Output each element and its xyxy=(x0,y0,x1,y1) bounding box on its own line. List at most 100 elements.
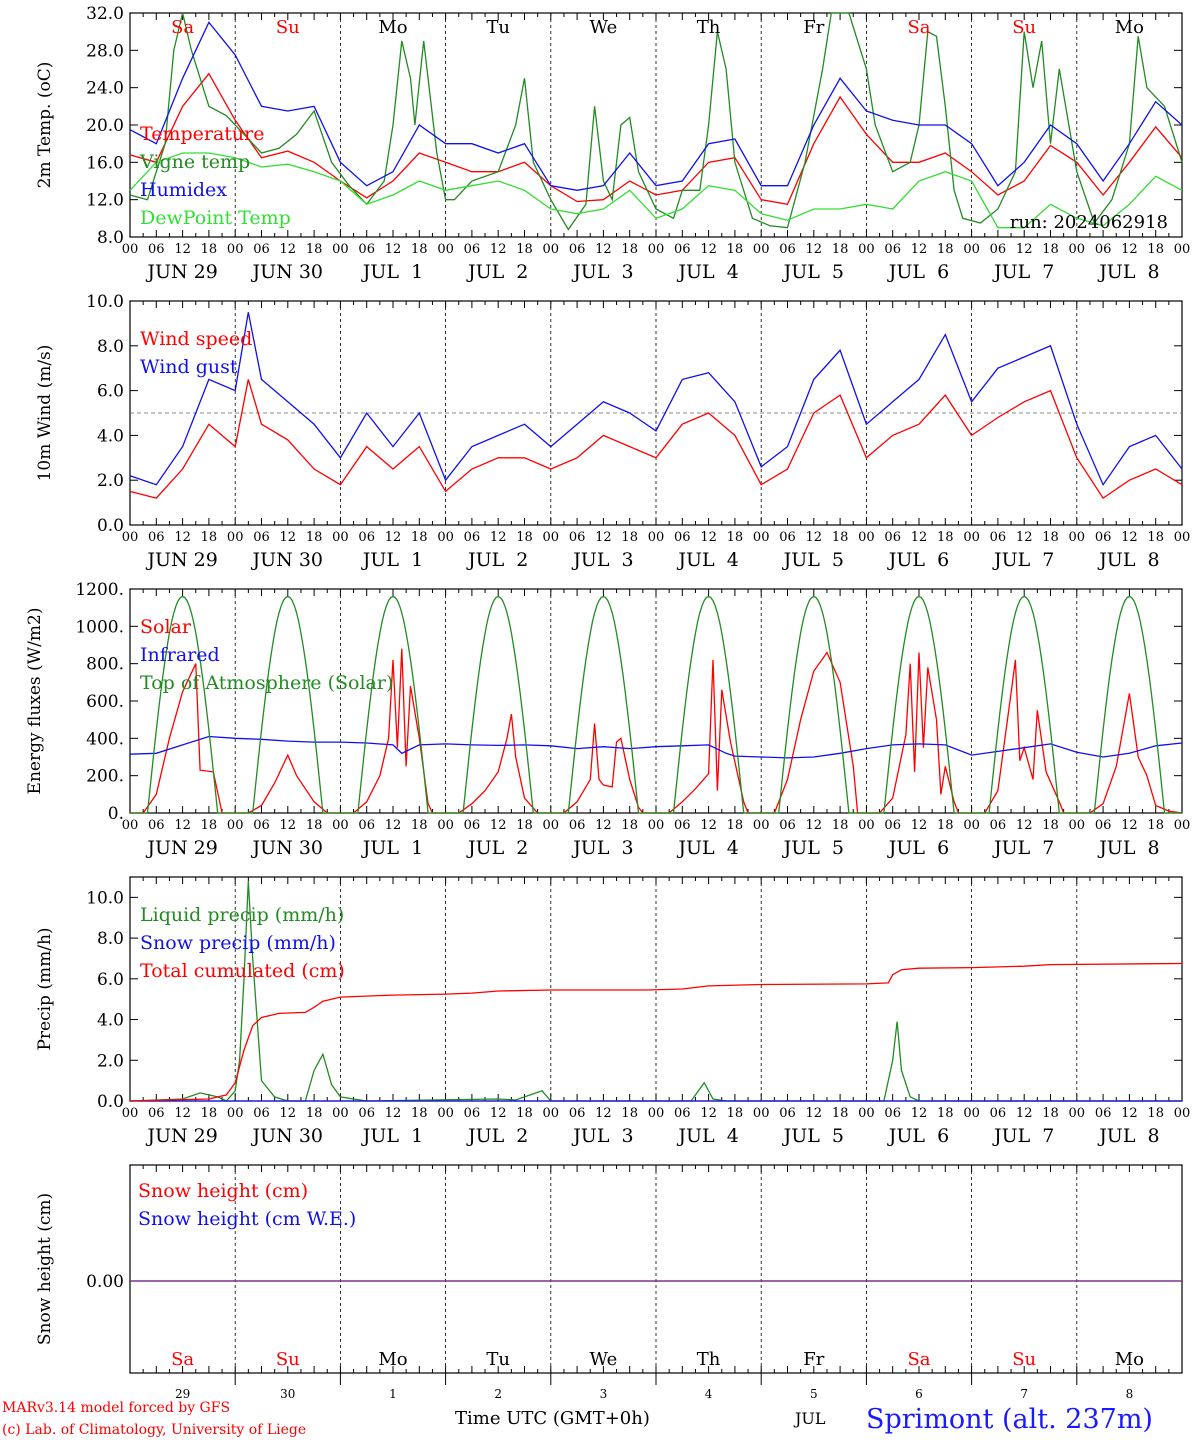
y-tick-label: 20.0 xyxy=(86,116,124,136)
date-label: JUN 30 xyxy=(251,261,323,283)
hour-tick-label: 18 xyxy=(306,818,323,833)
hour-tick-label: 06 xyxy=(1095,530,1112,545)
dow-label: Mo xyxy=(378,1349,407,1370)
hour-tick-label: 06 xyxy=(1095,818,1112,833)
hour-tick-label: 12 xyxy=(1016,530,1033,545)
dow-label: Su xyxy=(1012,17,1036,38)
hour-tick-label: 12 xyxy=(174,818,191,833)
hour-tick-label: 06 xyxy=(779,1106,796,1121)
hour-tick-label: 06 xyxy=(779,818,796,833)
date-label: JUL 4 xyxy=(676,261,738,283)
hour-tick-label: 06 xyxy=(884,1106,901,1121)
hour-tick-label: 18 xyxy=(1147,818,1164,833)
date-label: JUL 2 xyxy=(466,1125,528,1147)
date-label: JUL 2 xyxy=(466,261,528,283)
hour-tick-label: 06 xyxy=(253,530,270,545)
hour-tick-label: 12 xyxy=(1016,1106,1033,1121)
date-label: JUL 1 xyxy=(361,837,423,859)
hour-tick-label: 12 xyxy=(700,818,717,833)
day-number: 30 xyxy=(280,1387,295,1401)
hour-tick-label: 06 xyxy=(464,242,481,257)
hour-tick-label: 00 xyxy=(543,530,560,545)
panel-4: 0.0 2.0 4.0 6.0 8.0 10.0 Precip (mm/h) Liquid p… xyxy=(35,876,1190,1147)
hour-tick-label: 12 xyxy=(1121,242,1138,257)
dow-label: We xyxy=(590,1349,618,1370)
hour-tick-label: 12 xyxy=(595,818,612,833)
date-label: JUL 5 xyxy=(782,261,844,283)
dow-label: Th xyxy=(697,17,721,38)
hour-tick-label: 00 xyxy=(753,1106,770,1121)
y-tick-label: 16.0 xyxy=(86,153,124,173)
hour-tick-label: 00 xyxy=(1069,242,1086,257)
hour-tick-label: 18 xyxy=(832,530,849,545)
hour-tick-label: 00 xyxy=(963,242,980,257)
hour-tick-label: 18 xyxy=(516,818,533,833)
hour-tick-label: 06 xyxy=(884,242,901,257)
hour-tick-label: 18 xyxy=(832,242,849,257)
legend-entry: Infrared xyxy=(140,644,220,666)
date-label: JUL 4 xyxy=(676,1125,738,1147)
day-number: 2 xyxy=(494,1387,502,1401)
hour-tick-label: 12 xyxy=(1016,242,1033,257)
legend-entry: Wind gust xyxy=(140,356,238,378)
hour-tick-label: 00 xyxy=(753,818,770,833)
hour-tick-label: 00 xyxy=(648,818,665,833)
hour-tick-label: 18 xyxy=(411,818,428,833)
date-label: JUL 8 xyxy=(1097,837,1159,859)
chart-panels: 8.012.016.020.024.028.032.02m Temp. (oC)… xyxy=(25,4,1190,1401)
hour-tick-label: 00 xyxy=(648,530,665,545)
dow-label: Su xyxy=(276,17,300,38)
hour-tick-label: 18 xyxy=(727,530,744,545)
y-tick-label: 8.0 xyxy=(97,337,124,357)
month-label: JUL xyxy=(793,1409,826,1428)
y-tick-label: 8.0 xyxy=(97,929,124,949)
panel-3: 0. 200. 400. 600. 800. 1000. 1200. Energy fluxe… xyxy=(25,580,1190,859)
date-label: JUL 4 xyxy=(676,549,738,571)
y-tick-label: 600. xyxy=(86,692,124,712)
dow-label: Mo xyxy=(378,17,407,38)
hour-tick-label: 00 xyxy=(858,530,875,545)
hour-tick-label: 18 xyxy=(306,530,323,545)
date-label: JUL 7 xyxy=(992,1125,1054,1147)
day-number: 29 xyxy=(175,1387,190,1401)
date-label: JUL 6 xyxy=(887,1125,949,1147)
hour-tick-label: 18 xyxy=(832,1106,849,1121)
hour-tick-label: 06 xyxy=(358,1106,375,1121)
date-label: JUL 3 xyxy=(571,1125,633,1147)
location-label: Sprimont (alt. 237m) xyxy=(866,1404,1153,1435)
hour-tick-label: 12 xyxy=(806,818,823,833)
hour-tick-label: 06 xyxy=(148,530,165,545)
date-label: JUN 29 xyxy=(145,1125,217,1147)
time-axis-label: Time UTC (GMT+0h) xyxy=(455,1408,650,1429)
hour-tick-label: 18 xyxy=(516,530,533,545)
hour-tick-label: 12 xyxy=(595,242,612,257)
hour-tick-label: 06 xyxy=(148,818,165,833)
hour-tick-label: 00 xyxy=(1069,1106,1086,1121)
hour-tick-label: 18 xyxy=(621,242,638,257)
hour-tick-label: 06 xyxy=(358,818,375,833)
date-label: JUL 3 xyxy=(571,549,633,571)
hour-tick-label: 18 xyxy=(516,1106,533,1121)
hour-tick-label: 12 xyxy=(385,1106,402,1121)
date-label: JUN 30 xyxy=(251,549,323,571)
y-tick-label: 24.0 xyxy=(86,79,124,99)
hour-tick-label: 06 xyxy=(358,242,375,257)
hour-tick-label: 06 xyxy=(990,1106,1007,1121)
day-number: 7 xyxy=(1020,1387,1028,1401)
panel-2: 0.0 2.0 4.0 6.0 8.0 10.0 10m Wind (m/s) Wind sp… xyxy=(35,292,1190,571)
date-label: JUL 4 xyxy=(676,837,738,859)
hour-tick-label: 18 xyxy=(937,242,954,257)
hour-tick-label: 12 xyxy=(700,242,717,257)
hour-tick-label: 00 xyxy=(543,818,560,833)
hour-tick-label: 00 xyxy=(332,818,349,833)
hour-tick-label: 00 xyxy=(648,242,665,257)
y-axis-label: 2m Temp. (oC) xyxy=(35,62,55,189)
hour-tick-label: 06 xyxy=(148,242,165,257)
hour-tick-label: 00 xyxy=(753,530,770,545)
date-label: JUL 6 xyxy=(887,261,949,283)
model-credit-line1: MARv3.14 model forced by GFS xyxy=(2,1400,230,1416)
dow-label: Fr xyxy=(803,17,824,38)
legend-entry: Humidex xyxy=(140,179,227,201)
hour-tick-label: 18 xyxy=(1147,242,1164,257)
